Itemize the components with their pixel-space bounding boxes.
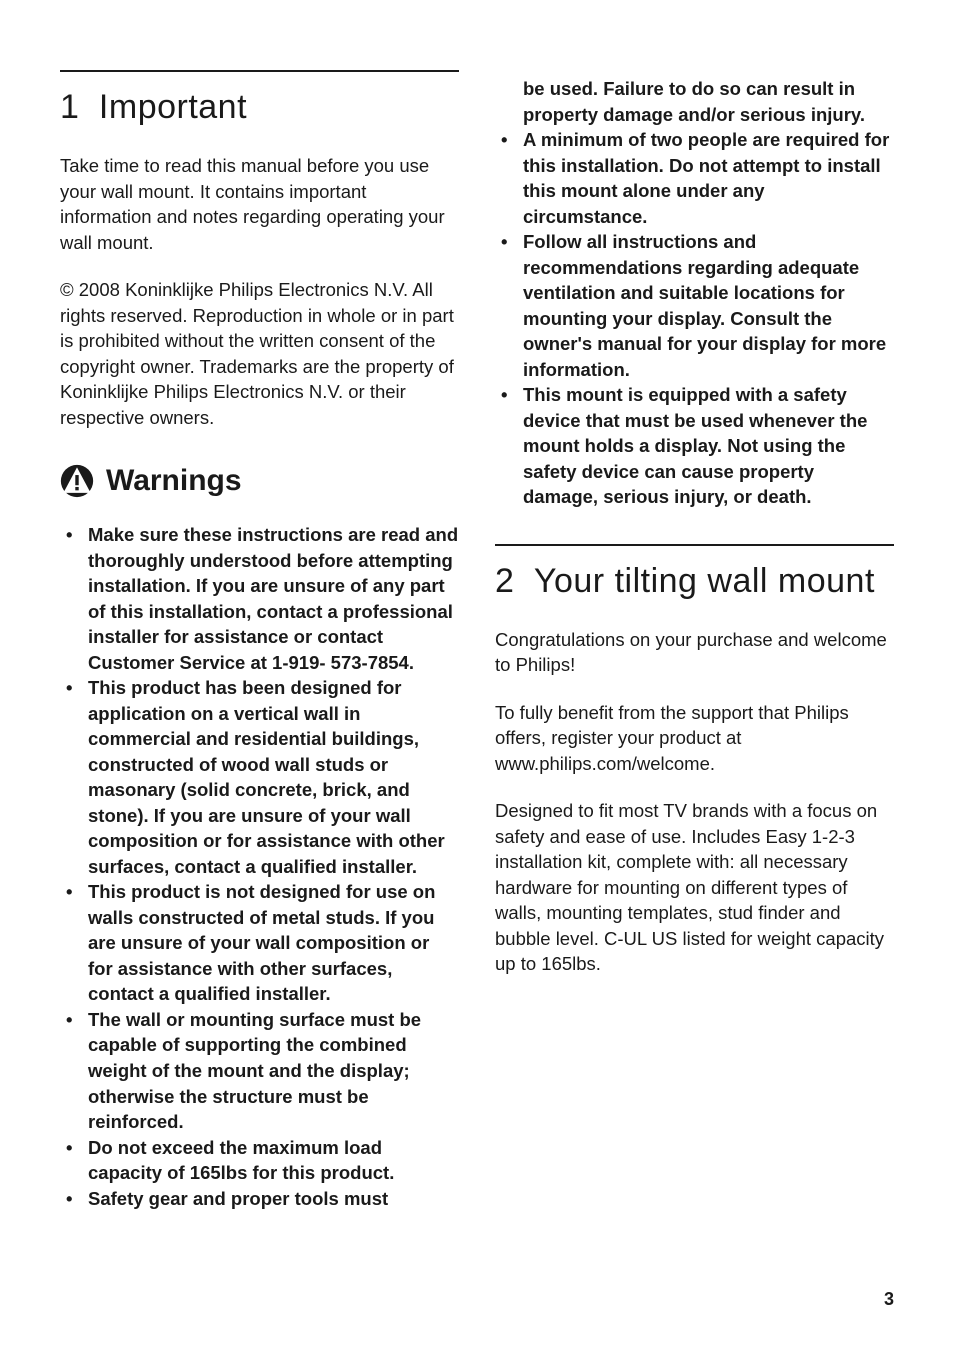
warning-item: Safety gear and proper tools must (60, 1186, 459, 1212)
section-title: Important (99, 88, 247, 127)
features-paragraph: Designed to fit most TV brands with a fo… (495, 798, 894, 977)
right-column: be used. Failure to do so can result in … (495, 70, 894, 1211)
warning-item: This product is not designed for use on … (60, 879, 459, 1007)
register-paragraph: To fully benefit from the support that P… (495, 700, 894, 777)
section-number: 1 (60, 88, 79, 127)
warning-item: This mount is equipped with a safety dev… (495, 382, 894, 510)
warning-item: This product has been designed for appli… (60, 675, 459, 879)
warning-item: Do not exceed the maximum load capacity … (60, 1135, 459, 1186)
section-heading-your-mount: 2 Your tilting wall mount (495, 562, 894, 601)
warning-item: A minimum of two people are required for… (495, 127, 894, 229)
copyright-paragraph: © 2008 Koninklijke Philips Electronics N… (60, 277, 459, 430)
section-gap (495, 510, 894, 544)
congrats-paragraph: Congratulations on your purchase and wel… (495, 627, 894, 678)
two-column-layout: 1 Important Take time to read this manua… (60, 70, 894, 1211)
section-divider (495, 544, 894, 546)
warnings-list-left: Make sure these instructions are read an… (60, 522, 459, 1211)
warnings-list-right: A minimum of two people are required for… (495, 127, 894, 510)
intro-paragraph: Take time to read this manual before you… (60, 153, 459, 255)
warnings-heading: Warnings (60, 464, 459, 498)
warning-item: Follow all instructions and recommendati… (495, 229, 894, 382)
warning-triangle-icon (60, 464, 94, 498)
left-column: 1 Important Take time to read this manua… (60, 70, 459, 1211)
section-divider (60, 70, 459, 72)
warnings-title: Warnings (106, 464, 242, 498)
warning-item: The wall or mounting surface must be cap… (60, 1007, 459, 1135)
section-number: 2 (495, 562, 514, 601)
section-heading-important: 1 Important (60, 88, 459, 127)
section-title: Your tilting wall mount (534, 562, 875, 601)
warning-item: Make sure these instructions are read an… (60, 522, 459, 675)
warning-item-continuation: be used. Failure to do so can result in … (495, 76, 894, 127)
page-number: 3 (884, 1289, 894, 1310)
